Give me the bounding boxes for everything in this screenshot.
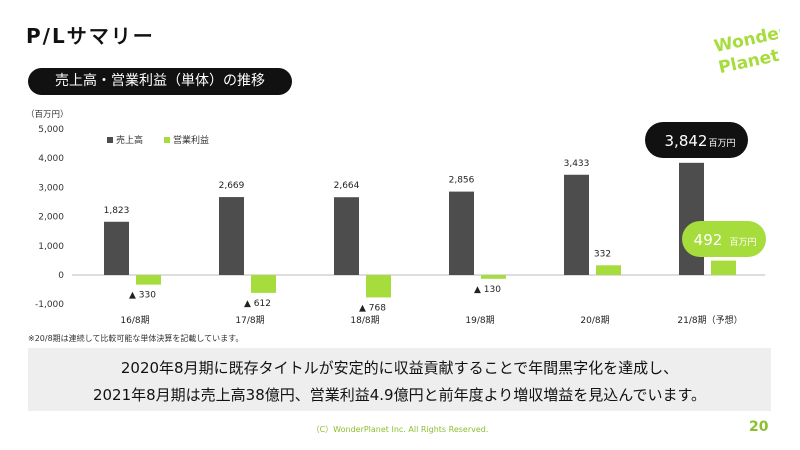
y-tick-label: 5,000 — [38, 125, 64, 135]
profit-value-label: ▲ 768 — [359, 303, 386, 313]
y-tick-label: 0 — [58, 271, 64, 281]
y-tick-label: 1,000 — [38, 242, 64, 252]
legend-label-sales: 売上高 — [116, 134, 143, 146]
sales-bar — [564, 174, 589, 275]
y-tick-label: 4,000 — [38, 154, 64, 164]
profit-bar — [251, 275, 276, 293]
y-tick-label: 2,000 — [38, 213, 64, 223]
wonderplanet-logo: Wonder Planet — [712, 22, 780, 78]
y-unit-label: （百万円） — [26, 109, 69, 120]
x-category-label: 20/8期 — [580, 315, 609, 326]
profit-value-label: ▲ 130 — [474, 285, 501, 295]
sales-bar — [679, 162, 704, 275]
legend-label-profit: 営業利益 — [173, 134, 209, 146]
sales-bar — [219, 197, 244, 275]
sales-forecast-unit: 百万円 — [708, 138, 735, 149]
sales-bar — [104, 221, 129, 275]
page-number: 20 — [749, 419, 769, 435]
profit-forecast-value: 492 — [694, 231, 723, 249]
page-title: P/Lサマリー — [26, 24, 155, 48]
y-tick-label: -1,000 — [35, 300, 64, 310]
x-category-label: 16/8期 — [120, 315, 149, 326]
profit-bar — [136, 275, 161, 285]
sales-forecast-callout — [645, 122, 748, 158]
copyright-footer: （C）WonderPlanet Inc. All Rights Reserved… — [311, 425, 489, 434]
sales-profit-chart: （百万円） 5,000 4,000 3,000 2,000 1,000 0 -1,000 売上高… — [26, 109, 766, 326]
profit-value-label: ▲ 330 — [129, 291, 156, 301]
x-category-label: 17/8期 — [235, 315, 264, 326]
profit-bar — [366, 275, 391, 298]
x-category-label: 19/8期 — [465, 315, 494, 326]
sales-bar — [334, 197, 359, 275]
sales-bar — [449, 191, 474, 275]
legend-swatch-sales — [107, 137, 113, 143]
profit-forecast-callout — [682, 221, 766, 257]
summary-box: 2020年8月期に既存タイトルが安定的に収益貢献することで年間黒字化を達成し、 … — [28, 348, 771, 411]
summary-line-1: 2020年8月期に既存タイトルが安定的に収益貢献することで年間黒字化を達成し、 — [120, 359, 679, 377]
sales-value-label: 2,669 — [219, 181, 245, 191]
x-category-label: 18/8期 — [350, 315, 379, 326]
x-category-label: 21/8期（予想） — [677, 314, 742, 326]
legend-swatch-profit — [164, 137, 170, 143]
sales-forecast-value: 3,842 — [665, 132, 708, 150]
profit-forecast-unit: 百万円 — [729, 237, 756, 248]
sales-value-label: 3,433 — [564, 159, 590, 169]
profit-bar — [596, 265, 621, 275]
summary-line-2: 2021年8月期は売上高38億円、営業利益4.9億円と前年度より増収増益を見込ん… — [92, 386, 707, 404]
sales-value-label: 2,856 — [449, 176, 475, 186]
profit-value-label: ▲ 612 — [244, 299, 271, 309]
profit-bar — [711, 260, 736, 275]
sales-value-label: 2,664 — [334, 181, 360, 191]
footnote: ※20/8期は連続して比較可能な単体決算を記載しています。 — [28, 334, 244, 343]
y-tick-label: 3,000 — [38, 183, 64, 193]
profit-bar — [481, 275, 506, 279]
sales-value-label: 1,823 — [104, 206, 130, 216]
profit-value-label: 332 — [594, 249, 611, 259]
section-title: 売上高・営業利益（単体）の推移 — [28, 68, 292, 95]
